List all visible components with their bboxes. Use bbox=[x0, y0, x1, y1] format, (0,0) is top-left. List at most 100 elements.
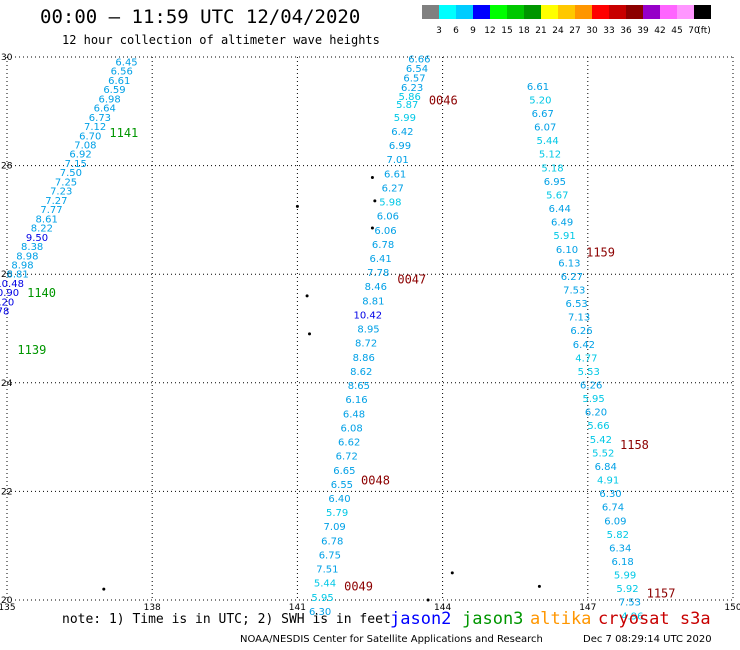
wave-height-value: 5.53 bbox=[578, 367, 600, 378]
footer-credit: NOAA/NESDIS Center for Satellite Applica… bbox=[240, 634, 543, 645]
lat-tick-label: 26 bbox=[1, 270, 13, 280]
wave-height-value: 6.18 bbox=[612, 557, 634, 568]
wave-height-value: 6.92 bbox=[69, 150, 91, 161]
wave-height-value: 4.91 bbox=[597, 476, 619, 487]
pass-time-label: 0049 bbox=[344, 579, 373, 593]
pass-time-label: 1140 bbox=[27, 286, 56, 300]
wave-height-value: 7.77 bbox=[40, 205, 62, 216]
page-title: 00:00 – 11:59 UTC 12/04/2020 bbox=[40, 6, 361, 28]
color-scale-tick: 18 bbox=[518, 26, 530, 36]
wave-height-value: 6.54 bbox=[406, 64, 428, 75]
wave-height-value: 7.50 bbox=[60, 168, 82, 179]
color-scale-tick: 42 bbox=[654, 26, 666, 36]
wave-height-value: 6.30 bbox=[309, 607, 331, 618]
pass-time-label: 1141 bbox=[109, 126, 138, 140]
wave-height-value: 6.98 bbox=[98, 94, 120, 105]
island-mark bbox=[426, 598, 430, 602]
wave-height-value: 5.98 bbox=[379, 198, 401, 209]
wave-height-value: 6.99 bbox=[389, 141, 411, 152]
wave-height-value: 8.72 bbox=[355, 339, 377, 350]
wave-height-value: 6.16 bbox=[345, 395, 367, 406]
color-swatch bbox=[558, 5, 575, 19]
wave-height-value: 6.34 bbox=[609, 543, 631, 554]
color-swatch bbox=[490, 5, 507, 19]
color-swatch bbox=[422, 5, 439, 19]
pass-time-label: 1159 bbox=[586, 245, 615, 259]
wave-height-value: 5.92 bbox=[616, 584, 638, 595]
wave-height-value: 8.98 bbox=[11, 261, 33, 272]
wave-height-value: 8.46 bbox=[365, 282, 387, 293]
wave-height-value: 6.73 bbox=[89, 113, 111, 124]
color-swatch bbox=[677, 5, 694, 19]
wave-height-value: 7.53 bbox=[563, 285, 585, 296]
wave-height-value: 8.61 bbox=[36, 214, 58, 225]
wave-height-value: 5.20 bbox=[529, 95, 551, 106]
wave-height-value: 6.72 bbox=[336, 452, 358, 463]
color-scale-tick: 15 bbox=[501, 26, 513, 36]
wave-height-value: 6.13 bbox=[558, 258, 580, 269]
wave-height-value: 6.23 bbox=[401, 83, 423, 94]
lon-tick-label: 135 bbox=[0, 603, 16, 613]
wave-height-value: 6.42 bbox=[391, 127, 413, 138]
island-mark bbox=[295, 204, 299, 208]
wave-height-value: 4.77 bbox=[575, 353, 597, 364]
wave-height-value: 5.12 bbox=[539, 150, 561, 161]
wave-height-value: 10.78 bbox=[0, 307, 9, 318]
island-mark bbox=[450, 571, 454, 575]
wave-height-value: 8.22 bbox=[31, 224, 53, 235]
wave-height-value: 7.08 bbox=[74, 141, 96, 152]
wave-height-value: 9.50 bbox=[26, 233, 48, 244]
lon-tick-label: 150 bbox=[724, 603, 740, 613]
lat-tick-label: 30 bbox=[1, 53, 13, 63]
wave-height-value: 6.95 bbox=[544, 177, 566, 188]
lon-tick-label: 144 bbox=[434, 603, 451, 613]
wave-height-value: 6.84 bbox=[595, 462, 617, 473]
island-mark bbox=[305, 294, 309, 298]
lat-tick-label: 28 bbox=[1, 162, 13, 172]
page-subtitle: 12 hour collection of altimeter wave hei… bbox=[62, 33, 380, 47]
wave-height-value: 10.42 bbox=[353, 310, 382, 321]
color-swatch bbox=[609, 5, 626, 19]
wave-height-value: 10.48 bbox=[0, 279, 24, 290]
color-scale-tick: 30 bbox=[586, 26, 598, 36]
wave-height-value: 5.42 bbox=[590, 435, 612, 446]
wave-height-value: 6.65 bbox=[333, 466, 355, 477]
wave-height-value: 5.44 bbox=[536, 136, 558, 147]
lat-tick-label: 20 bbox=[1, 596, 13, 606]
wave-height-value: 7.78 bbox=[367, 268, 389, 279]
lat-tick-label: 22 bbox=[1, 487, 12, 497]
color-scale-tick: 39 bbox=[637, 26, 649, 36]
wave-height-value: 6.41 bbox=[370, 254, 392, 265]
wave-height-value: 5.82 bbox=[607, 530, 629, 541]
color-swatch bbox=[575, 5, 592, 19]
wave-height-value: 5.18 bbox=[541, 163, 563, 174]
lat-tick-label: 24 bbox=[1, 379, 13, 389]
wave-height-value: 8.95 bbox=[357, 325, 379, 336]
wave-height-value: 8.98 bbox=[16, 251, 38, 262]
wave-height-value: 6.64 bbox=[94, 104, 116, 115]
wave-height-value: 6.45 bbox=[115, 57, 137, 68]
color-swatch bbox=[456, 5, 473, 19]
wave-height-value: 8.65 bbox=[348, 381, 370, 392]
color-scale-tick: 21 bbox=[535, 26, 547, 36]
wave-height-value: 6.56 bbox=[111, 67, 133, 78]
wave-height-value: 6.08 bbox=[340, 423, 362, 434]
wave-height-value: 7.53 bbox=[619, 598, 641, 609]
color-swatch bbox=[439, 5, 456, 19]
wave-height-value: 6.26 bbox=[580, 381, 602, 392]
island-mark bbox=[370, 226, 374, 230]
wave-height-value: 7.27 bbox=[45, 196, 67, 207]
island-mark bbox=[308, 332, 311, 336]
color-swatch bbox=[660, 5, 677, 19]
pass-time-label: 1157 bbox=[647, 586, 676, 600]
wave-height-value: 6.27 bbox=[382, 183, 404, 194]
wave-height-value: 6.78 bbox=[321, 536, 343, 547]
color-scale-tick: 12 bbox=[484, 26, 496, 36]
wave-height-value: 6.44 bbox=[549, 204, 571, 215]
wave-height-value: 5.95 bbox=[311, 593, 333, 604]
wave-height-value: 6.42 bbox=[573, 340, 595, 351]
wave-height-value: 6.40 bbox=[328, 494, 350, 505]
wave-height-value: 6.20 bbox=[585, 408, 607, 419]
color-swatch bbox=[473, 5, 490, 19]
